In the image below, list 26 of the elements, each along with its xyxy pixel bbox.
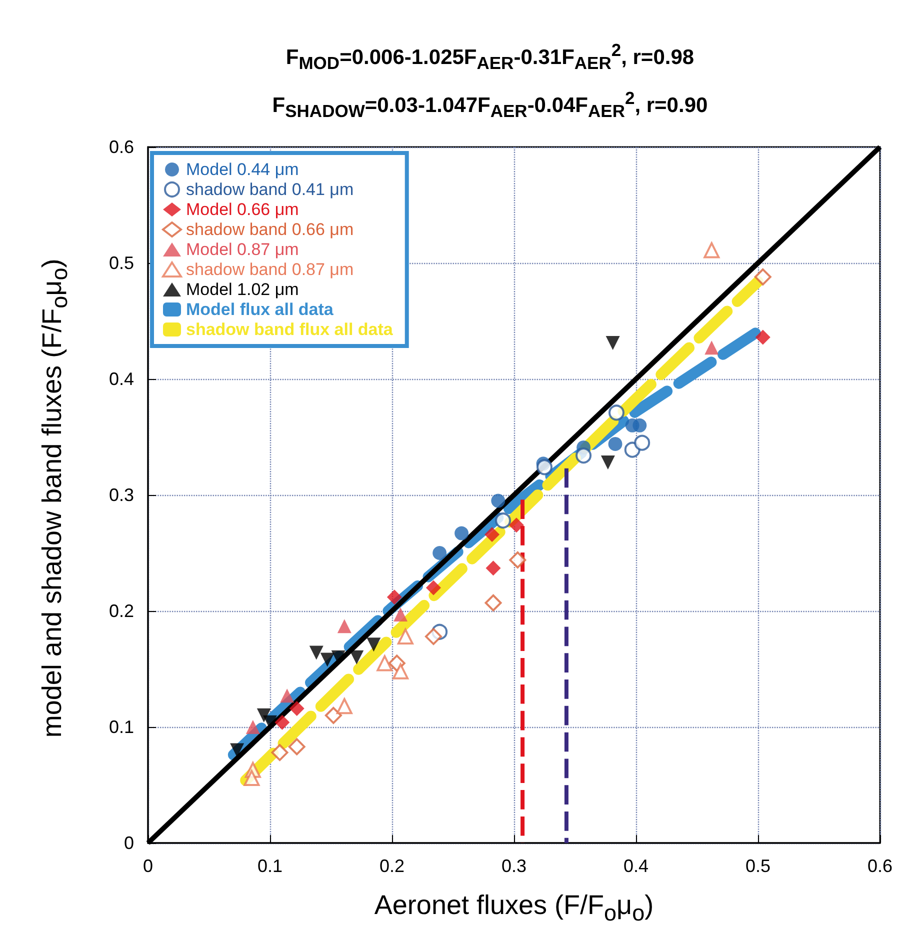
x-tick-label: 0.3 bbox=[501, 856, 527, 876]
y-tick-label: 0.4 bbox=[108, 369, 134, 389]
chart-subtitle: F$_{SHADOW}$=0.03-1.047F$_{AER}$-0.04F$_{AER}$$^{2}$, r=0.90 bbox=[271, 88, 709, 122]
legend-label: shadow band 0.41 μm bbox=[186, 180, 354, 199]
legend-label: Model 0.44 μm bbox=[186, 160, 299, 179]
x-axis-title: Aeronet fluxes (F/F$_{o}$μ$_{o}$) bbox=[373, 890, 655, 926]
x-tick-label: 0.2 bbox=[379, 856, 405, 876]
x-tick-label: 0.5 bbox=[745, 856, 771, 876]
chart-title: F$_{MOD}$=0.006-1.025F$_{AER}$-0.31F$_{AER}$$^{2}$, r=0.98 bbox=[284, 40, 696, 74]
x-tick-label: 0.4 bbox=[623, 856, 649, 876]
legend-label: Model 1.02 μm bbox=[186, 280, 299, 299]
legend-label: shadow band 0.66 μm bbox=[186, 220, 354, 239]
y-tick-label: 0 bbox=[124, 833, 134, 853]
legend-label: shadow band 0.87 μm bbox=[186, 260, 354, 279]
legend-label: Model 0.87 μm bbox=[186, 240, 299, 259]
legend-label: Model flux all data bbox=[186, 300, 334, 319]
x-tick-label: 0.1 bbox=[257, 856, 283, 876]
y-tick-label: 0.1 bbox=[108, 717, 134, 737]
y-tick-label: 0.6 bbox=[108, 137, 134, 157]
legend-label: Model 0.66 μm bbox=[186, 200, 299, 219]
legend-label: shadow band flux all data bbox=[186, 320, 394, 339]
x-tick-label: 0 bbox=[142, 856, 154, 876]
y-tick-label: 0.3 bbox=[108, 485, 134, 505]
y-tick-label: 0.2 bbox=[108, 601, 134, 621]
y-tick-label: 0.5 bbox=[108, 253, 134, 273]
x-tick-label: 0.6 bbox=[867, 856, 893, 876]
